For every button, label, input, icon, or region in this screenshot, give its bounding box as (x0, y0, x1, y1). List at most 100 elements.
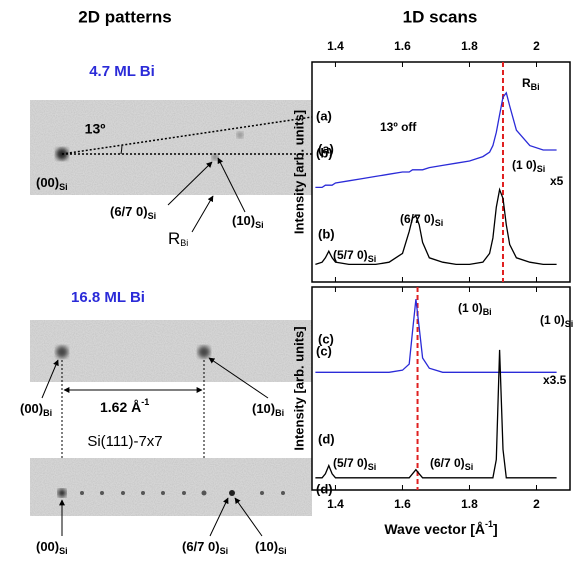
label: x5 (550, 174, 564, 188)
pattern-noise (30, 100, 312, 195)
label-text: (5/7 0) (333, 456, 368, 470)
y-axis-label: Intensity [arb. units] (291, 326, 306, 450)
label: x3.5 (543, 373, 567, 387)
series-line (315, 91, 557, 189)
label-sub: Bi (531, 82, 540, 92)
diffraction-spot (229, 490, 235, 496)
label-sub: Si (59, 182, 68, 192)
diffraction-spot (201, 490, 207, 496)
diffraction-spot (182, 491, 186, 495)
label: RBi (522, 76, 540, 92)
label: (5/7 0)Si (333, 248, 376, 264)
label-text: (1 0) (512, 158, 537, 172)
series-label: (c) (318, 331, 334, 346)
x-tick-label: 2 (533, 39, 540, 53)
angle-arc (120, 144, 123, 155)
diffraction-spot (121, 491, 125, 495)
label-sub: Si (278, 546, 287, 556)
arrow (41, 359, 59, 399)
x-tick-label: 1.8 (461, 497, 478, 511)
diffraction-spot (281, 491, 285, 495)
label: (6/7 0)Si (400, 212, 443, 228)
label-text: x5 (550, 174, 564, 188)
row-label: (c) (316, 343, 332, 358)
plot-frame (311, 286, 571, 491)
label-sub: Si (435, 218, 444, 228)
label-text: x3.5 (543, 373, 567, 387)
label-sub: Bi (275, 408, 284, 418)
x-tick-label: 2 (533, 497, 540, 511)
label-sup: -1 (485, 519, 493, 529)
label-sub: Si (255, 220, 264, 230)
label: (00)Si (36, 175, 68, 192)
diffraction-spot (212, 154, 218, 160)
label-text: Wave vector [Å (384, 521, 485, 537)
series-line (315, 349, 557, 479)
label-text: (10) (255, 539, 278, 554)
pattern-noise (30, 458, 312, 516)
label-text: (10) (252, 401, 275, 416)
plot-frame (311, 61, 571, 283)
label: (10)Bi (252, 401, 284, 418)
x-tick-label: 1.6 (394, 39, 411, 53)
label-text: (1 0) (540, 313, 565, 327)
y-axis-label: Intensity [arb. units] (291, 110, 306, 234)
label-text: 13º off (380, 120, 417, 134)
pattern-noise (30, 320, 312, 382)
label: (10)Si (255, 539, 287, 556)
label-text: (6/7 0) (430, 456, 465, 470)
label: (00)Bi (20, 401, 52, 418)
pattern-panel (30, 100, 313, 537)
label-text: R (168, 229, 180, 248)
label-text: R (522, 76, 531, 90)
label-sub: Si (537, 164, 546, 174)
arrow (167, 161, 213, 206)
label-sub: Si (368, 254, 377, 264)
label-sub: Bi (180, 238, 188, 248)
label: (1 0)Bi (458, 301, 492, 317)
label-sub: Si (220, 546, 229, 556)
series-line (315, 187, 557, 266)
label: (6/7 0)Si (110, 204, 156, 221)
label: (6/7 0)Si (182, 539, 228, 556)
label-sub: Si (368, 462, 377, 472)
label-sub: Si (465, 462, 474, 472)
x-tick-label: 1.4 (327, 497, 344, 511)
spot-row (58, 489, 285, 497)
diffraction-spot (80, 491, 84, 495)
diffraction-spot (161, 491, 165, 495)
label: (6/7 0)Si (430, 456, 473, 472)
series-label: (a) (318, 141, 334, 156)
heading: 2D patterns (78, 7, 172, 26)
series-line (315, 299, 557, 373)
label-text: (5/7 0) (333, 248, 368, 262)
label-text: (10) (232, 213, 255, 228)
label: Wave vector [Å-1] (384, 519, 497, 536)
label: (00)Si (36, 539, 68, 556)
arrow (209, 497, 229, 537)
arrow (234, 497, 263, 537)
diffraction-spot (198, 346, 210, 358)
label-text: 1.62 Å (100, 399, 141, 415)
x-tick-label: 1.4 (327, 39, 344, 53)
label-text: (1 0) (458, 301, 483, 315)
arrow (217, 157, 246, 213)
arrow (208, 357, 269, 399)
diffraction-spot (58, 489, 66, 497)
label-text: (6/7 0) (182, 539, 220, 554)
row-label: (b) (316, 145, 333, 160)
pattern-title: 4.7 ML Bi (89, 63, 155, 80)
diffraction-spot (260, 491, 264, 495)
label-sub: Si (148, 211, 157, 221)
pattern-title: 16.8 ML Bi (71, 289, 145, 306)
label: 1.62 Å-1 (100, 397, 149, 414)
label-sub: Si (565, 319, 573, 329)
label-sup: -1 (141, 397, 149, 407)
label: (1 0)Si (512, 158, 545, 174)
arrow (191, 195, 214, 233)
series-label: (d) (318, 431, 335, 446)
label-sub: Bi (43, 408, 52, 418)
heading: 1D scans (403, 7, 478, 26)
label-text: (00) (36, 175, 59, 190)
